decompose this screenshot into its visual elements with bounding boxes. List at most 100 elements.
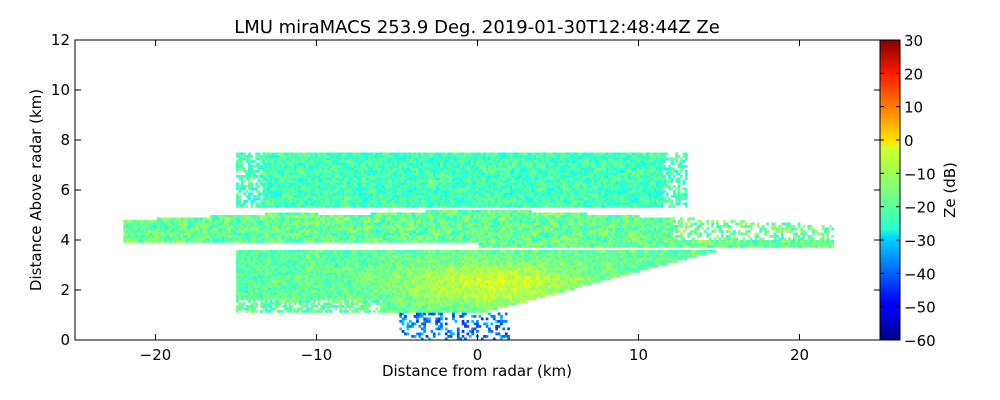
ze-cell	[264, 152, 268, 156]
ze-cell	[370, 160, 374, 163]
ze-cell	[195, 240, 198, 243]
ze-cell	[423, 227, 426, 231]
ze-cell	[382, 287, 386, 291]
ze-cell	[281, 215, 285, 218]
ze-cell	[286, 277, 290, 281]
ze-cell	[123, 225, 126, 228]
ze-cell	[312, 220, 316, 223]
ze-cell	[257, 217, 261, 221]
ze-cell	[351, 237, 354, 241]
ze-cell	[404, 302, 407, 306]
ze-cell	[281, 190, 285, 193]
ze-cell	[368, 270, 371, 273]
ze-cell	[377, 232, 381, 236]
ze-cell	[144, 227, 148, 231]
ze-cell	[404, 272, 407, 276]
ze-cell	[296, 275, 299, 278]
ze-cell	[375, 187, 378, 191]
ze-cell	[423, 257, 426, 261]
ze-cell	[336, 237, 340, 241]
ze-cell	[291, 180, 294, 183]
ze-cell	[296, 200, 299, 203]
ze-cell	[348, 230, 352, 233]
ze-cell	[293, 192, 297, 196]
ze-cell	[341, 185, 345, 188]
ze-cell	[320, 282, 323, 286]
ze-cell	[399, 285, 402, 288]
ze-cell	[423, 162, 426, 166]
ze-cell	[394, 232, 398, 236]
ze-cell	[382, 192, 386, 196]
ze-cell	[238, 275, 242, 278]
ze-cell	[233, 220, 237, 223]
ze-cell	[300, 292, 304, 296]
ze-cell	[296, 297, 299, 301]
ze-cell	[310, 255, 314, 258]
ze-cell	[305, 222, 309, 226]
ze-cell	[348, 190, 352, 193]
ze-cell	[372, 250, 376, 253]
ze-cell	[320, 307, 323, 311]
ze-cell	[284, 222, 287, 226]
ze-cell	[370, 172, 374, 176]
ze-cell	[130, 240, 134, 243]
ze-cell	[411, 230, 414, 233]
ze-cell	[399, 282, 402, 286]
ze-cell	[406, 295, 410, 298]
ze-cell	[413, 192, 417, 196]
ze-cell	[363, 262, 366, 266]
ze-cell	[401, 185, 405, 188]
ze-cell	[298, 302, 302, 306]
ze-cell	[279, 205, 282, 208]
ze-cell	[317, 175, 321, 178]
ze-cell	[360, 160, 364, 163]
ze-cell	[327, 157, 330, 161]
ze-cell	[353, 155, 357, 158]
ze-cell	[310, 260, 314, 263]
ze-cell	[339, 292, 342, 296]
ze-cell	[149, 240, 153, 243]
ze-cell	[389, 185, 393, 188]
ze-cell	[298, 195, 302, 198]
ze-cell	[339, 307, 342, 311]
ze-cell	[310, 297, 314, 301]
ze-cell	[315, 222, 318, 226]
ze-cell	[308, 180, 311, 183]
ze-cell	[320, 222, 323, 226]
ze-cell	[255, 237, 258, 241]
ze-cell	[384, 202, 388, 206]
ze-cell	[308, 165, 311, 168]
ze-cell	[348, 297, 352, 301]
ze-cell	[298, 187, 302, 191]
ze-cell	[346, 197, 350, 201]
ze-cell	[423, 275, 426, 278]
ze-cell	[363, 195, 366, 198]
ze-cell	[166, 217, 170, 221]
ze-cell	[341, 222, 345, 226]
ze-cell	[252, 270, 256, 273]
ze-cell	[248, 260, 251, 263]
ze-cell	[291, 250, 294, 253]
ze-cell	[279, 277, 282, 281]
ze-cell	[305, 250, 309, 253]
ze-cell	[245, 240, 249, 243]
ze-cell	[382, 170, 386, 173]
ze-cell	[413, 182, 417, 186]
ze-cell	[377, 262, 381, 266]
ze-cell	[423, 310, 426, 313]
ze-cell	[183, 225, 186, 228]
ze-cell	[262, 190, 266, 193]
ze-cell	[135, 235, 138, 238]
ze-cell	[392, 220, 395, 223]
ze-cell	[296, 205, 299, 208]
ze-cell	[380, 277, 383, 281]
ze-cell	[207, 237, 210, 241]
ze-cell	[317, 227, 321, 231]
ze-cell	[252, 282, 256, 286]
ze-cell	[154, 222, 158, 226]
ze-cell	[291, 202, 294, 206]
ze-cell	[341, 285, 345, 288]
ze-cell	[159, 240, 162, 243]
ze-cell	[293, 160, 297, 163]
ze-cell	[173, 230, 177, 233]
